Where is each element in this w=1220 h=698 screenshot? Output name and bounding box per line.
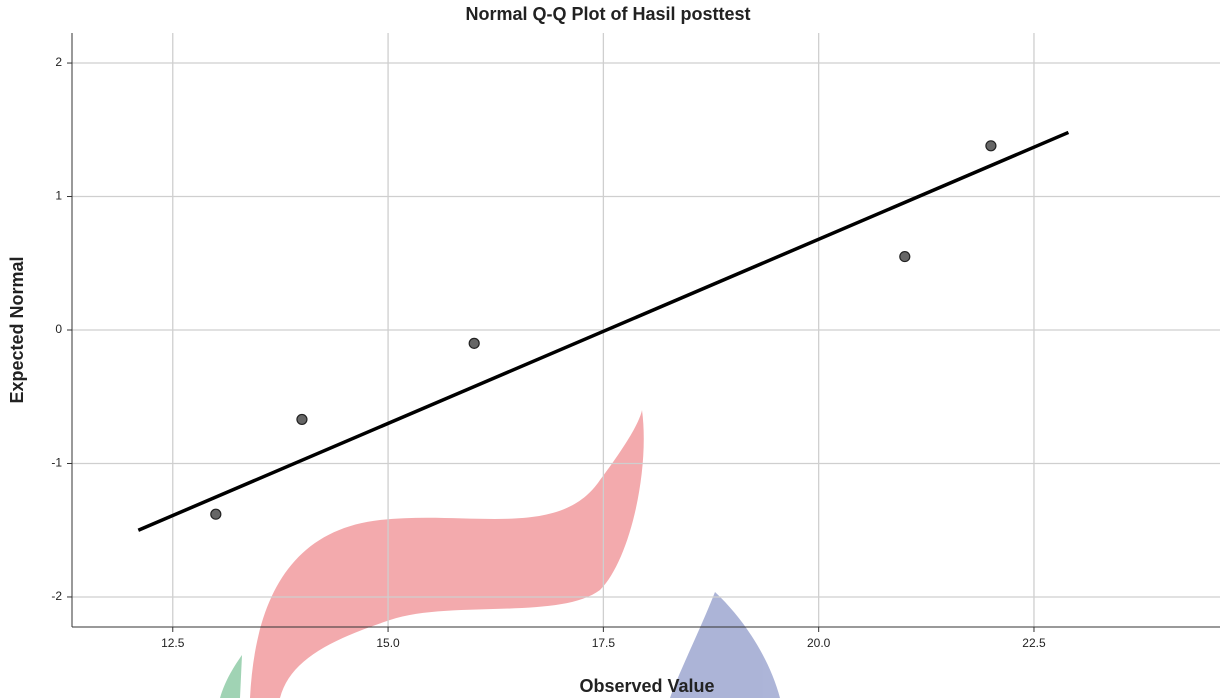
- y-axis-label: Expected Normal: [7, 256, 27, 403]
- y-tick-label: 1: [55, 189, 62, 203]
- data-point: [899, 250, 911, 263]
- chart-title: Normal Q-Q Plot of Hasil posttest: [465, 4, 750, 24]
- x-tick-label: 12.5: [161, 636, 185, 650]
- x-tick-label: 15.0: [376, 636, 400, 650]
- data-point: [468, 337, 480, 349]
- y-tick-label: -1: [51, 456, 62, 470]
- y-tick-label: 0: [55, 322, 62, 336]
- x-tick-label: 22.5: [1022, 636, 1046, 650]
- x-tick-label: 17.5: [592, 636, 616, 650]
- data-point: [985, 140, 997, 152]
- x-axis-label: Observed Value: [579, 676, 714, 696]
- reference-line: [137, 130, 1070, 532]
- y-tick-label: -2: [51, 589, 62, 603]
- data-point: [296, 413, 308, 426]
- data-point: [210, 508, 222, 520]
- watermark: [220, 410, 780, 698]
- y-tick-label: 2: [55, 55, 62, 69]
- x-tick-label: 20.0: [807, 636, 831, 650]
